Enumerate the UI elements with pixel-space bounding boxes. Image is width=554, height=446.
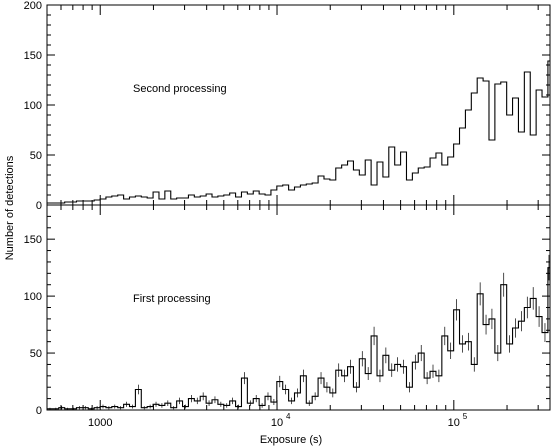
bottom-y-ticks: 0 50 100 150 xyxy=(24,204,550,417)
bottom-panel: 0 50 100 150 First processing xyxy=(24,204,551,417)
y-tick-label: 100 xyxy=(24,291,42,303)
x-tick-label: 10 xyxy=(448,417,460,429)
top-y-ticks: 0 50 100 150 200 xyxy=(24,0,550,212)
y-tick-label: 100 xyxy=(24,100,42,112)
y-tick-label: 50 xyxy=(30,348,42,360)
top-x-ticks xyxy=(46,5,539,205)
top-annotation: Second processing xyxy=(133,83,227,95)
x-tick-label-exponent: 5 xyxy=(463,412,468,421)
bottom-error-bars xyxy=(49,254,550,410)
x-axis-label: Exposure (s) xyxy=(260,434,322,446)
y-tick-label: 0 xyxy=(36,405,42,417)
top-panel: 0 50 100 150 200 Second processing xyxy=(24,0,551,212)
y-tick-label: 150 xyxy=(24,234,42,246)
top-histogram-series xyxy=(47,60,550,204)
bottom-annotation: First processing xyxy=(133,293,211,305)
x-tick-label-exponent: 4 xyxy=(286,412,291,421)
y-tick-label: 0 xyxy=(36,200,42,212)
bottom-histogram-series xyxy=(47,267,550,410)
bottom-x-ticks xyxy=(46,205,539,410)
y-axis-label: Number of detections xyxy=(4,155,16,260)
top-panel-frame xyxy=(46,4,551,206)
x-tick-label: 10 xyxy=(271,417,283,429)
y-tick-label: 150 xyxy=(24,50,42,62)
y-tick-label: 50 xyxy=(30,150,42,162)
bottom-panel-frame xyxy=(46,204,551,411)
x-tick-label: 1000 xyxy=(88,417,112,429)
y-tick-label: 200 xyxy=(24,0,42,12)
